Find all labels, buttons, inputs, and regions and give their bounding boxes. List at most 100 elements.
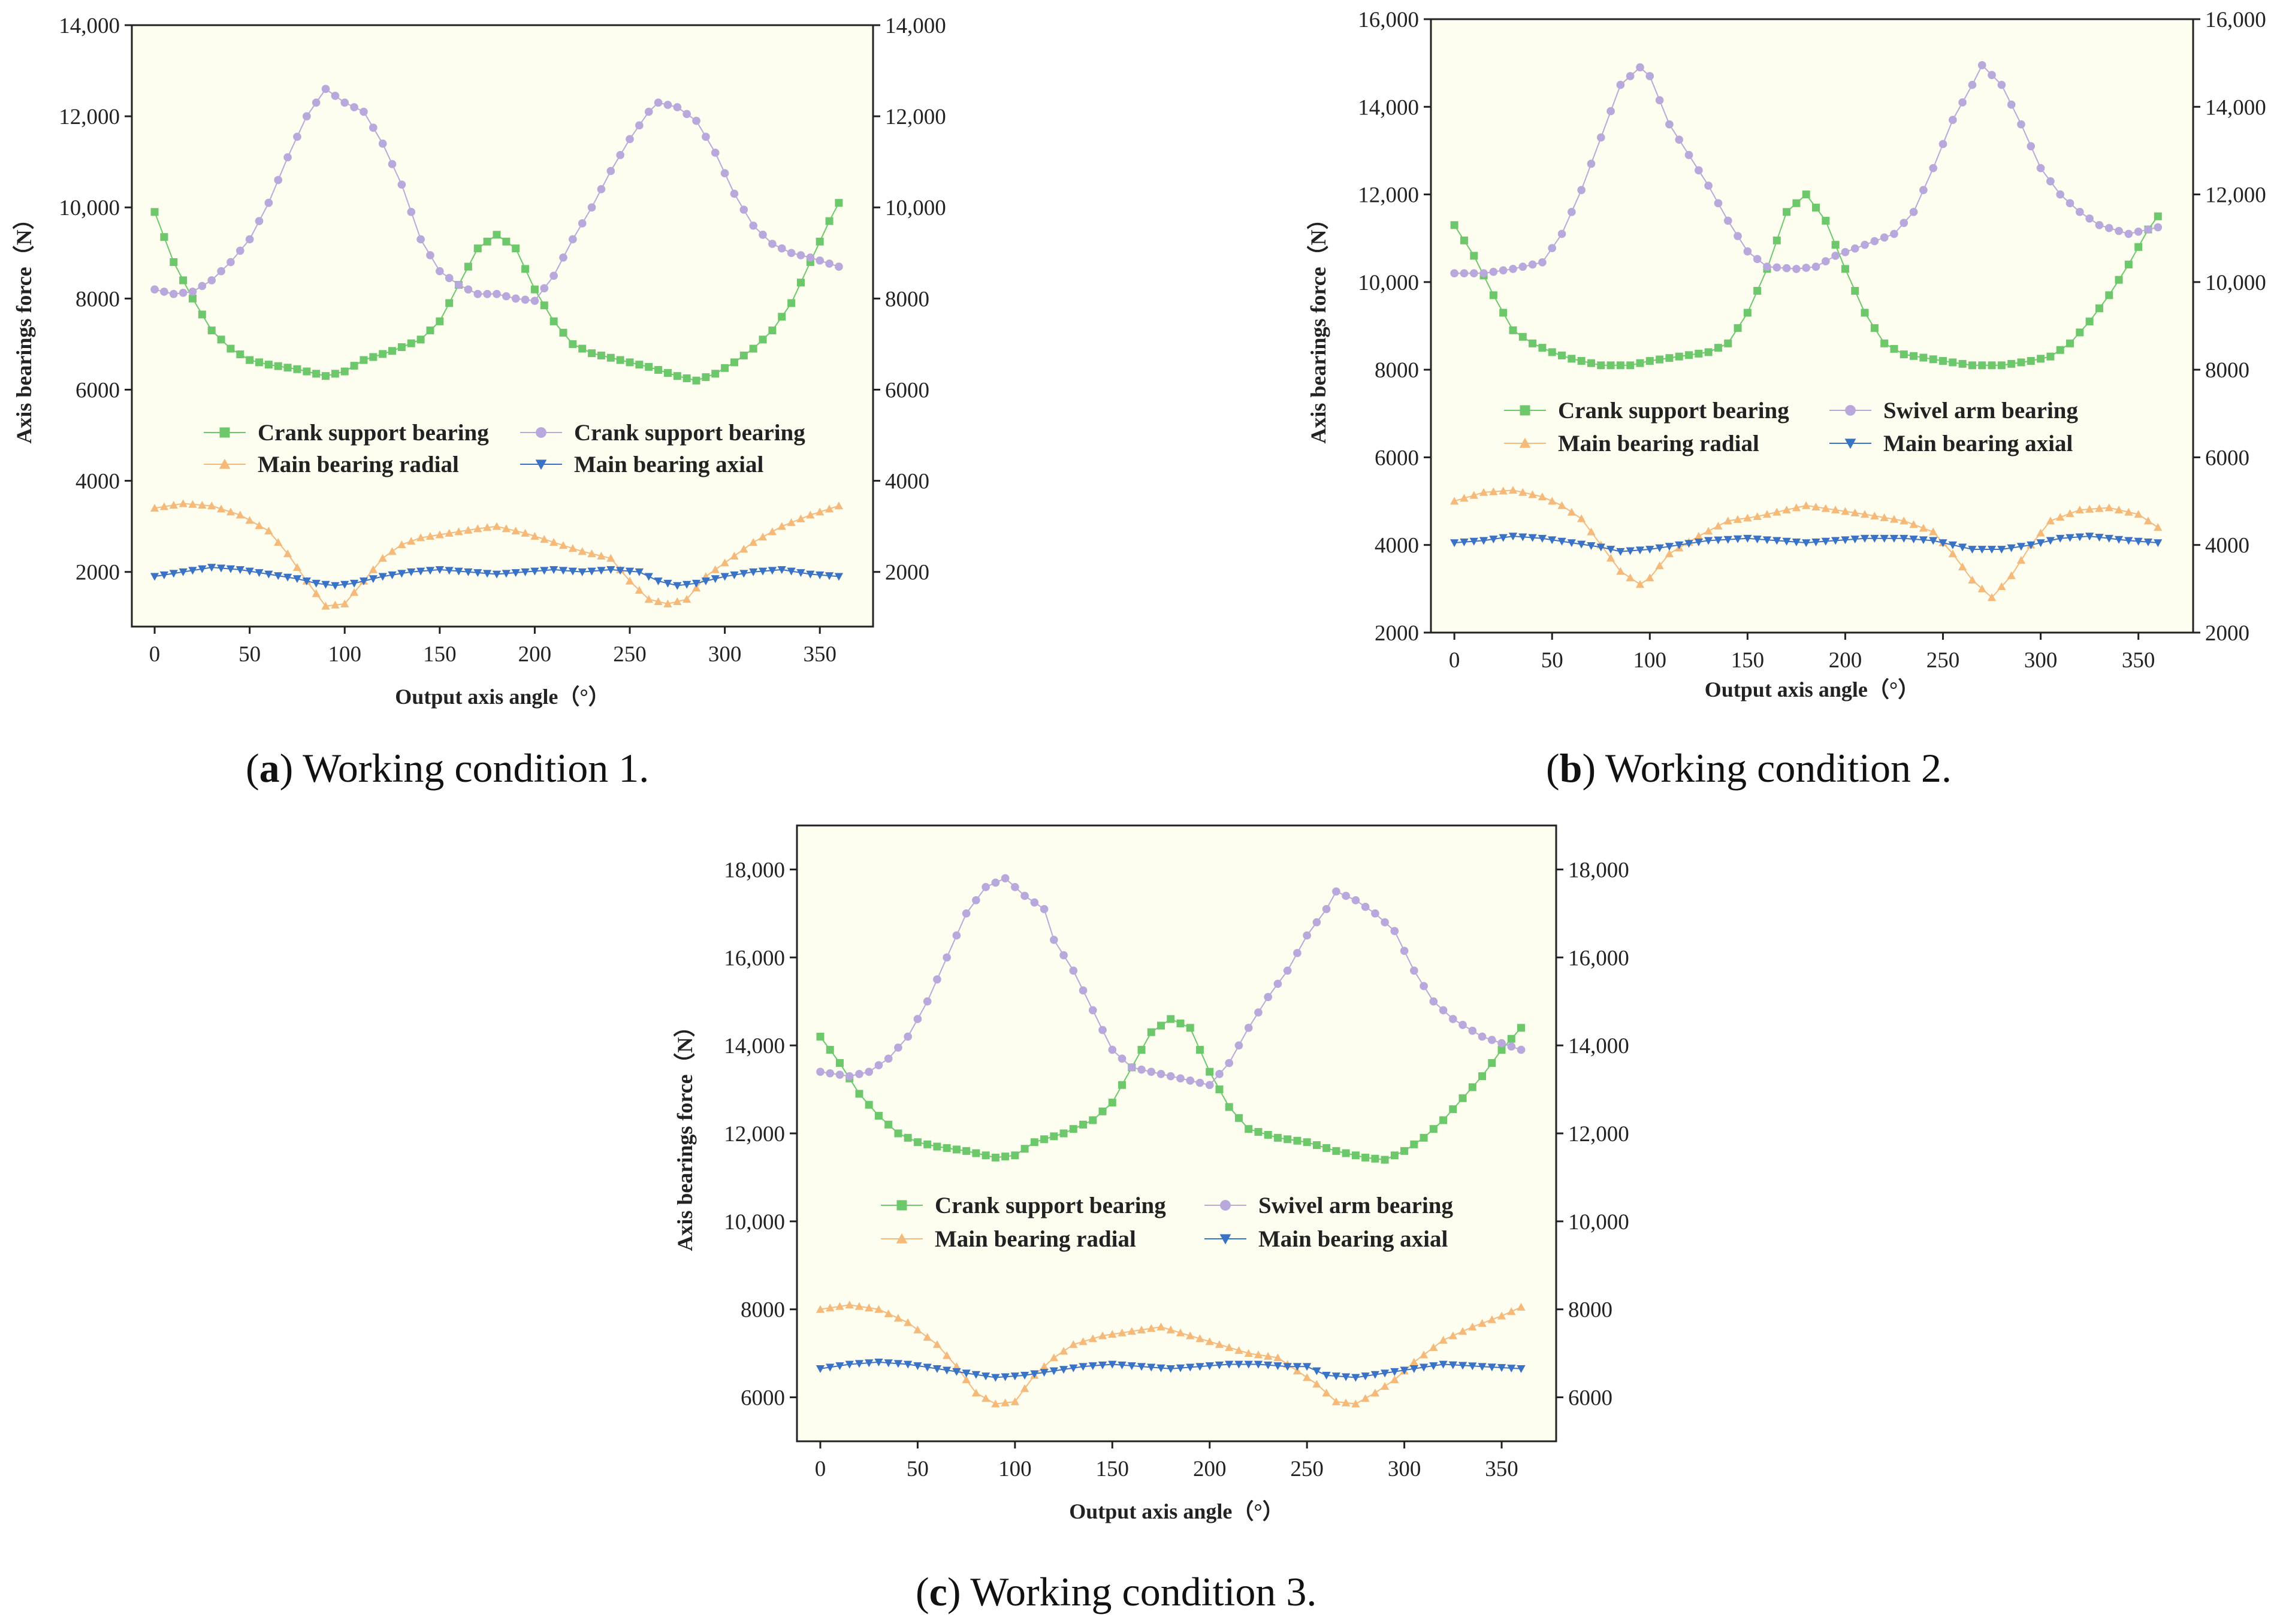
data-point — [1176, 1364, 1185, 1372]
data-point — [1694, 538, 1703, 546]
data-point — [512, 244, 520, 253]
y-tick-label-left: 18,000 — [724, 858, 785, 882]
data-point — [749, 221, 758, 230]
data-point — [540, 284, 549, 293]
data-point — [1205, 1081, 1214, 1090]
data-point — [835, 262, 843, 271]
plot-area — [1431, 19, 2193, 633]
data-point — [1489, 291, 1497, 300]
data-point — [1303, 1373, 1312, 1381]
data-point — [1743, 513, 1752, 522]
data-point — [1079, 1363, 1088, 1371]
data-point — [1449, 497, 1459, 505]
data-point — [874, 1358, 883, 1366]
data-point — [1245, 1125, 1253, 1133]
data-point — [1626, 361, 1635, 370]
y-tick-label-right: 8000 — [1568, 1298, 1612, 1323]
data-point — [865, 1304, 874, 1312]
data-point — [2027, 541, 2036, 549]
data-point — [971, 1371, 981, 1379]
data-point — [1469, 269, 1478, 278]
data-point — [1040, 1362, 1049, 1371]
data-point — [1548, 348, 1556, 356]
y-tick-label-left: 16,000 — [1358, 8, 1419, 32]
data-point — [246, 356, 254, 364]
plot-frame — [131, 24, 874, 628]
x-tick-label: 50 — [1541, 648, 1563, 673]
data-point — [1176, 1074, 1185, 1083]
data-point — [1929, 527, 1938, 536]
data-point — [1351, 1399, 1360, 1408]
data-point — [1273, 1133, 1282, 1142]
data-point — [264, 361, 273, 369]
data-point — [1811, 538, 1820, 546]
data-point — [1743, 534, 1752, 543]
data-point — [492, 522, 502, 530]
data-point — [1020, 891, 1029, 900]
data-point — [1997, 582, 2006, 591]
data-point — [312, 579, 321, 588]
data-point — [1010, 1397, 1020, 1405]
data-point — [217, 335, 225, 344]
data-point — [227, 258, 235, 267]
data-point — [1361, 1394, 1370, 1402]
data-point — [473, 569, 482, 577]
data-point — [1988, 361, 1996, 370]
data-point — [1802, 190, 1810, 199]
data-point — [1938, 539, 1947, 548]
data-point — [1059, 1366, 1068, 1374]
data-point — [787, 518, 796, 527]
x-tick-label: 350 — [803, 642, 837, 667]
data-point — [312, 589, 321, 597]
data-point — [150, 504, 159, 512]
data-point — [1783, 208, 1791, 216]
data-point — [482, 570, 492, 578]
data-point — [1011, 1151, 1019, 1160]
data-point — [1489, 267, 1498, 276]
data-point — [350, 362, 358, 370]
data-point — [1234, 1114, 1243, 1122]
data-point — [1079, 1337, 1088, 1345]
data-point — [1978, 361, 1986, 370]
data-point — [730, 358, 738, 367]
data-point — [1645, 357, 1654, 365]
data-point — [1244, 1023, 1253, 1032]
data-point — [1577, 186, 1586, 195]
data-point — [1675, 541, 1684, 549]
data-point — [816, 1305, 825, 1313]
data-point — [2036, 539, 2045, 548]
data-point — [1156, 1070, 1165, 1078]
data-point — [521, 528, 530, 537]
legend-label: Main bearing axial — [1883, 431, 2073, 456]
data-point — [1468, 1026, 1477, 1035]
data-point — [264, 198, 273, 207]
data-point — [606, 566, 615, 574]
data-point — [1050, 1132, 1058, 1141]
y-tick-label-left: 14,000 — [59, 14, 120, 38]
data-point — [597, 551, 606, 560]
data-point — [1675, 135, 1684, 144]
data-point — [835, 1070, 844, 1079]
y-tick-label-right: 6000 — [885, 378, 929, 403]
data-point — [1772, 537, 1781, 545]
data-point — [1487, 1363, 1496, 1372]
data-point — [826, 1045, 834, 1054]
data-point — [569, 235, 577, 244]
data-point — [1636, 359, 1644, 367]
data-point — [150, 573, 159, 581]
data-point — [1429, 997, 1438, 1006]
caption-prefix: ( — [916, 1569, 929, 1614]
data-point — [1293, 949, 1301, 957]
data-point — [1049, 1367, 1058, 1375]
data-point — [274, 176, 283, 185]
data-point — [1782, 537, 1791, 546]
data-point — [1949, 358, 1957, 367]
data-point — [1322, 1372, 1331, 1380]
data-point — [1400, 946, 1409, 955]
x-tick-label: 300 — [708, 642, 742, 667]
data-point — [635, 121, 644, 130]
data-point — [1361, 1153, 1370, 1162]
data-point — [1166, 1072, 1175, 1081]
data-point — [1040, 905, 1049, 914]
data-point — [530, 531, 539, 540]
